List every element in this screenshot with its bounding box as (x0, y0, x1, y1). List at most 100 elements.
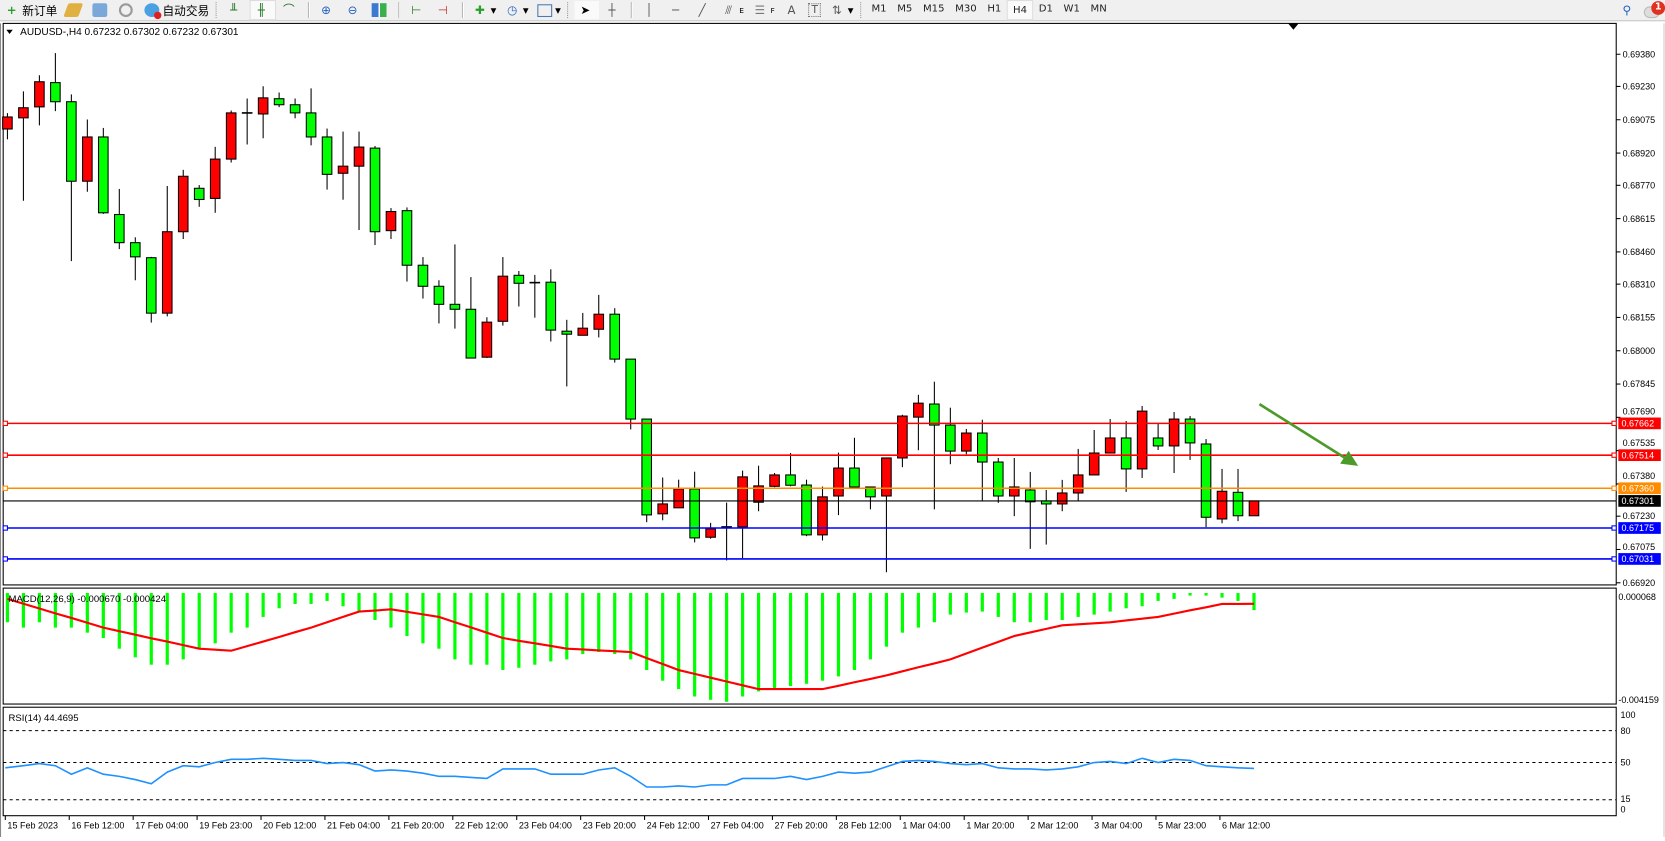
candle-body (561, 330, 573, 335)
candle (305, 88, 317, 146)
candle (161, 185, 173, 317)
fibo-expansion-button[interactable]: ⫻ E (718, 1, 747, 19)
macd-histogram-bar (325, 593, 329, 601)
macd-histogram-bar (1108, 593, 1112, 612)
chart-window[interactable]: 100 80 50 15 0 0.69380 0.69230 0.69075 0.68920 0… (0, 21, 1665, 837)
candle (1008, 457, 1020, 517)
chart-shift-button[interactable]: ⊣ (432, 1, 456, 19)
candle (1120, 421, 1132, 492)
history-button[interactable] (63, 1, 87, 19)
text-button[interactable]: A (780, 1, 803, 19)
indicators-button[interactable]: ✚ ▼ (469, 1, 499, 19)
book-icon (63, 3, 84, 18)
price-tick-label: 0.67075 (1623, 542, 1656, 552)
macd-histogram-bar (421, 593, 425, 644)
candle (465, 277, 477, 359)
auto-scroll-button[interactable]: ⊢ (406, 1, 430, 19)
candle-body (481, 321, 493, 358)
candle-body (913, 402, 924, 418)
price-line-tag-label: 0.67175 (1622, 523, 1655, 533)
terminal-button[interactable] (89, 1, 113, 19)
chart-canvas[interactable]: 100 80 50 150 0.69380 0.69230 0.69075 0.68920 0… (0, 21, 1665, 837)
new-order-button[interactable]: + 新订单 (1, 1, 60, 19)
macd-histogram-bar (597, 593, 601, 653)
timeframe-m15[interactable]: M15 (922, 3, 945, 15)
macd-histogram-bar (469, 593, 473, 665)
text-label-icon: T (808, 3, 822, 18)
cursor-button[interactable]: ➤ (574, 1, 600, 20)
candle-body (66, 101, 77, 182)
current-price-label: 0.67301 (1622, 496, 1655, 506)
horizontal-line-icon: ─ (672, 3, 680, 18)
rsi-scale-label: 80 (1620, 726, 1630, 736)
search-button[interactable]: ⚲ (1616, 1, 1640, 19)
rsi-scale-label: 100 (1620, 710, 1635, 720)
candle (385, 208, 397, 240)
candle (561, 319, 573, 387)
timeframe-bar: M1 M5 M15 M30 H1 H4 D1 W1 MN (866, 0, 1112, 21)
candle (257, 86, 269, 139)
timeframe-mn[interactable]: MN (1090, 3, 1107, 15)
macd-histogram-bar (1076, 593, 1080, 617)
arrow-head-icon (1340, 450, 1359, 466)
candle-body (82, 136, 93, 182)
price-tick-label: 0.68000 (1623, 346, 1656, 356)
line-chart-button[interactable]: ⌒ (278, 1, 302, 19)
bar-chart-button[interactable]: ╨ (223, 1, 247, 19)
timeframe-m30[interactable]: M30 (955, 3, 977, 15)
templates-button[interactable]: ▼ (534, 1, 564, 19)
horizontal-line-button[interactable]: ─ (665, 1, 689, 19)
line-handle-right (1611, 485, 1617, 491)
macd-histogram-bar (852, 593, 857, 671)
cursor-icon: ➤ (580, 3, 591, 18)
search-icon: ⚲ (1622, 3, 1632, 18)
vertical-line-button[interactable]: │ (638, 1, 662, 19)
zoom-in-button[interactable]: ⊕ (315, 1, 339, 19)
toolbar: + 新订单 自动交易 ╨ ╫ ⌒ ⊕ ⊖ ⊢ ⊣ ✚ ▼ ◷ ▼ ▼ ➤ ┼ │ ─ … (0, 0, 1665, 22)
timeframe-m5[interactable]: M5 (897, 3, 913, 15)
candle-body (193, 187, 205, 201)
price-line-tag (1618, 417, 1661, 430)
fibo-icon: ☰ (754, 3, 766, 18)
arrows-button[interactable]: ⇅ ▼ (826, 1, 856, 19)
candle-body (1024, 489, 1036, 503)
timeframe-m1[interactable]: M1 (871, 3, 887, 15)
text-label-button[interactable]: T (805, 1, 824, 19)
timeframe-w1[interactable]: W1 (1063, 3, 1080, 15)
trendline-icon: ╱ (698, 3, 706, 18)
chart-shift-marker-icon[interactable] (1288, 23, 1299, 30)
header-dropdown-icon[interactable] (6, 29, 13, 35)
candle (865, 486, 876, 510)
timeframe-h1[interactable]: H1 (987, 3, 1002, 15)
macd-histogram-bar (629, 593, 633, 660)
price-tick-label: 0.68155 (1623, 313, 1656, 323)
price-line-tag-label: 0.67031 (1622, 554, 1655, 564)
macd-histogram-bar (725, 593, 729, 702)
clock-icon: ◷ (507, 3, 518, 18)
macd-histogram-bar (1188, 593, 1192, 596)
candle-body (257, 97, 269, 115)
auto-trading-button[interactable]: 自动交易 (141, 1, 212, 20)
candle (1024, 471, 1036, 549)
signals-button[interactable] (116, 1, 139, 19)
candlestick-button[interactable]: ╫ (249, 0, 277, 21)
candle-body (289, 104, 301, 114)
tile-windows-button[interactable] (368, 1, 392, 19)
macd-histogram-bar (197, 593, 201, 649)
candle-body (673, 488, 684, 509)
crosshair-button[interactable]: ┼ (601, 1, 625, 19)
candle (50, 53, 61, 112)
candle-body (305, 112, 317, 138)
notifications-button[interactable]: 1 (1642, 1, 1665, 19)
timeframe-d1[interactable]: D1 (1038, 3, 1053, 15)
periods-button[interactable]: ◷ ▼ (502, 1, 532, 19)
fibo-retracement-button[interactable]: ☰ F (749, 1, 778, 19)
macd-histogram-bar (661, 593, 665, 681)
candle-body (353, 146, 365, 167)
timeframe-h4[interactable]: H4 (1006, 0, 1034, 21)
trendline-button[interactable]: ╱ (691, 1, 715, 19)
chevron-down-icon: ▼ (847, 5, 854, 15)
candle (1088, 430, 1100, 476)
zoom-out-button[interactable]: ⊖ (342, 1, 366, 19)
